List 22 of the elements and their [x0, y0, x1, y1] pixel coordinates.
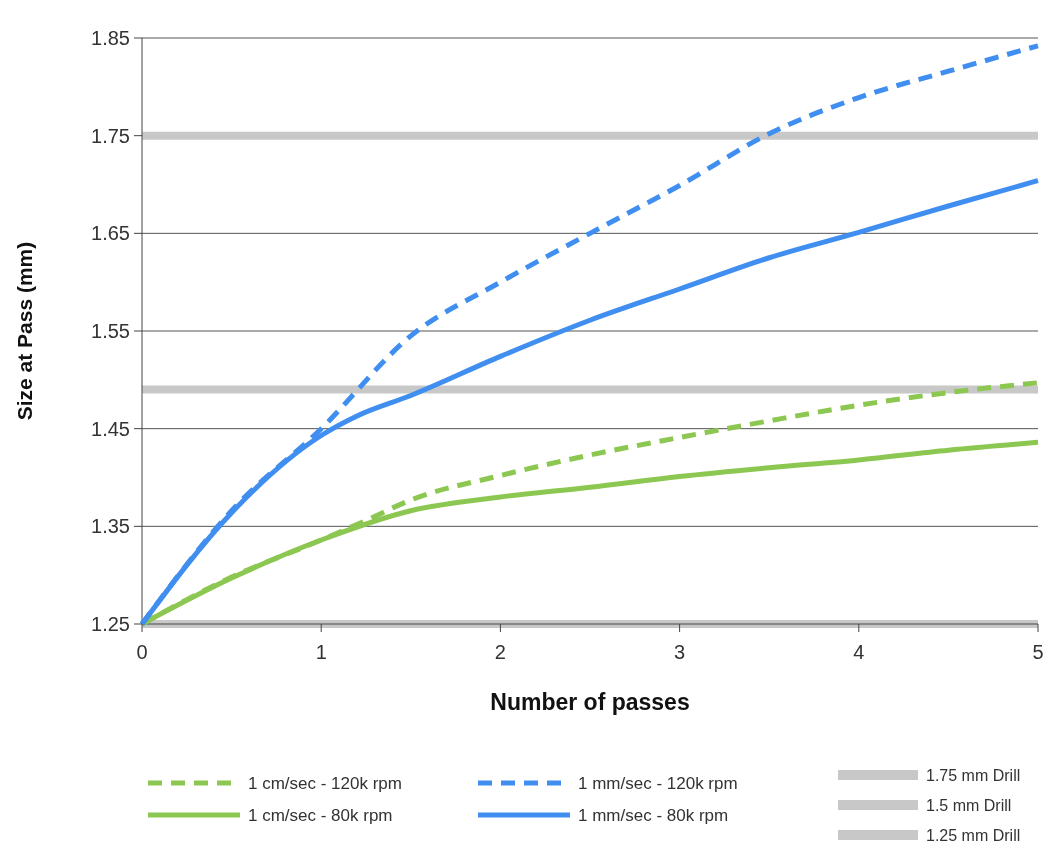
y-tick-label: 1.65	[91, 222, 130, 245]
y-tick-label: 1.25	[91, 613, 130, 635]
legend-label: 1.75 mm Drill	[926, 767, 1021, 784]
y-axis-title: Size at Pass (mm)	[13, 241, 36, 421]
y-tick-label: 1.75	[91, 124, 130, 147]
y-tick-label: 1.35	[91, 515, 130, 538]
legend-label: 1 mm/sec - 80k rpm	[578, 806, 729, 825]
legend-label: 1 mm/sec - 120k rpm	[578, 774, 738, 793]
legend-label: 1 cm/sec - 120k rpm	[248, 774, 402, 793]
x-tick-label: 4	[853, 641, 865, 663]
x-tick-label: 0	[136, 641, 148, 663]
legend-label: 1.25 mm Drill	[926, 827, 1021, 844]
x-tick-label: 1	[315, 641, 327, 663]
x-tick-label: 2	[494, 641, 506, 663]
legend-label: 1.5 mm Drill	[926, 797, 1012, 814]
y-tick-label: 1.45	[91, 417, 130, 440]
y-tick-label: 1.85	[91, 27, 130, 49]
legend-label: 1 cm/sec - 80k rpm	[248, 806, 393, 825]
y-tick-label: 1.55	[91, 320, 130, 342]
x-tick-label: 3	[674, 641, 686, 663]
x-axis-title: Number of passes	[490, 689, 690, 715]
x-tick-label: 5	[1032, 641, 1044, 663]
